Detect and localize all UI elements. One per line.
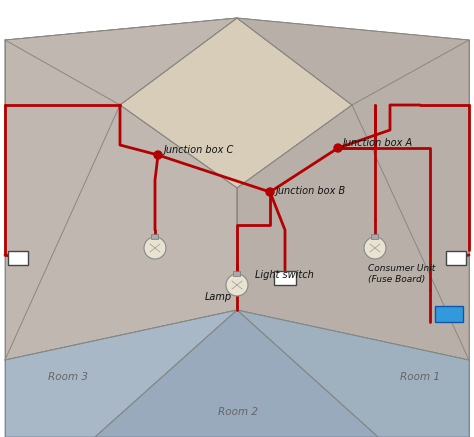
Text: Light switch: Light switch: [255, 270, 314, 280]
Text: Room 2: Room 2: [218, 407, 258, 417]
Circle shape: [364, 237, 386, 259]
Bar: [8, 251, 28, 265]
Polygon shape: [95, 310, 378, 437]
Text: Room 3: Room 3: [48, 372, 88, 382]
Circle shape: [334, 144, 342, 152]
Text: Junction box A: Junction box A: [343, 138, 413, 148]
Polygon shape: [5, 310, 237, 437]
Text: Lamp: Lamp: [205, 292, 232, 302]
Circle shape: [144, 237, 166, 259]
Polygon shape: [5, 18, 237, 188]
Text: Junction box C: Junction box C: [164, 145, 234, 155]
Circle shape: [226, 274, 248, 296]
Polygon shape: [237, 18, 469, 188]
Bar: [435, 306, 463, 322]
Bar: [152, 234, 158, 239]
Bar: [234, 271, 240, 276]
Polygon shape: [5, 18, 237, 188]
Bar: [274, 271, 296, 285]
Text: Consumer Unit
(Fuse Board): Consumer Unit (Fuse Board): [368, 264, 435, 284]
Circle shape: [154, 151, 162, 159]
Polygon shape: [120, 18, 352, 188]
Text: Junction box B: Junction box B: [276, 186, 346, 196]
Polygon shape: [237, 18, 469, 360]
Bar: [446, 251, 466, 265]
Polygon shape: [237, 310, 469, 437]
Polygon shape: [5, 18, 237, 360]
Circle shape: [266, 188, 274, 196]
Text: Room 1: Room 1: [400, 372, 440, 382]
Polygon shape: [237, 18, 469, 188]
Bar: [372, 234, 379, 239]
